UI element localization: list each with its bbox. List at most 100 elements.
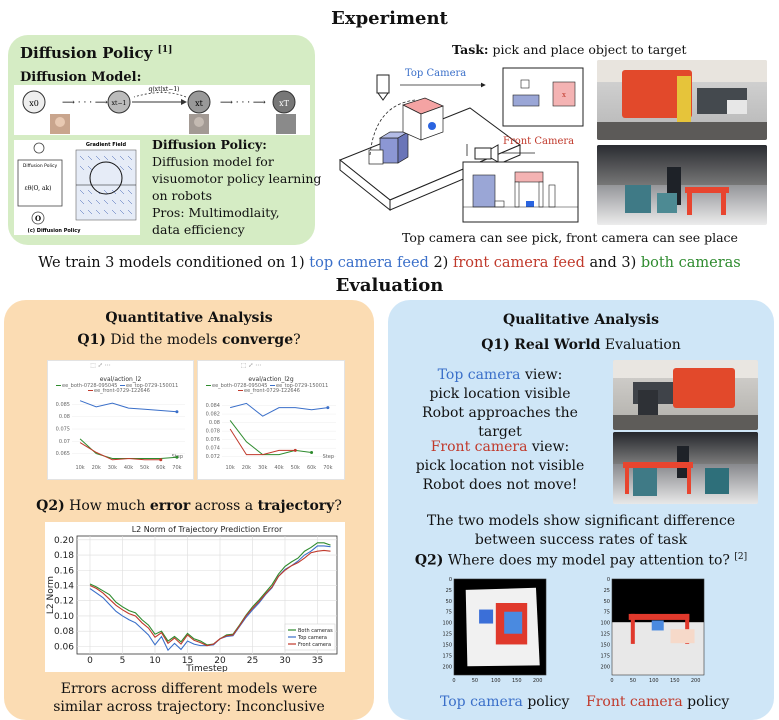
l2g-chart-ytick-4: 0.08 [209,420,220,426]
front-camera-icon [474,144,499,163]
mini-gradient-title: Gradient Field [86,142,127,148]
att-top-ytick-3: 75 [446,610,452,616]
l2-chart-series-2-endpoint [159,458,163,462]
l2g-chart-xtick-0: 10k [226,465,235,471]
qual-front-colored: Front camera [430,439,528,455]
qual-front-photo [613,432,758,504]
qual-front-line2: pick location not visible [415,458,585,474]
l2g-chart-ytick-2: 0.076 [206,437,220,443]
traj-xtick-2: 10 [149,656,161,666]
l2g-chart-toolbar-icons[interactable]: ⬚ ⤢ ⋯ [241,362,262,369]
chain-arrow-q-back [133,92,187,98]
att-front-xtick-1: 50 [630,678,636,684]
quant-q2-text3: ? [334,498,342,514]
att-front-ytick-7: 175 [600,653,610,659]
trajectory-chart-svg: L2 Norm of Trajectory Prediction Error 0.… [46,525,338,674]
top-camera-icon [376,74,390,101]
quant-q2-text1: How much [64,498,150,514]
qual-q1-text: Evaluation [600,337,681,353]
l2g-chart-ytick-1: 0.074 [206,446,220,452]
att-front-attention-region [651,620,664,631]
diffusion-policy-ref: [1] [157,45,173,55]
l2g-chart-ytick-5: 0.082 [206,412,220,418]
qual-q1-prefix: Q1) [481,337,510,353]
att-front-xtick-4: 200 [691,678,701,684]
quant-q2-bold2: trajectory [257,498,335,514]
traj-ytick-7: 0.20 [54,536,74,546]
chart-l2g-svg: eval/action_l2g⬚ ⤢ ⋯ee_both-0728-095045 e… [206,362,336,471]
att-top-ytick-4: 100 [442,621,452,627]
diffusion-model-label: Diffusion Model: [20,70,142,85]
diffusion-policy-description: Diffusion Policy: Diffusion model for vi… [152,136,321,238]
l2-chart-toolbar-icons[interactable]: ⬚ ⤢ ⋯ [90,362,111,369]
l2g-chart-series-1 [230,402,328,417]
att-top-xtick-4: 200 [533,678,543,684]
qual-diff-line2: between success rates of task [474,532,688,548]
l2-chart-xtick-3: 40k [124,465,133,471]
traj-legend-label-0: Both cameras [298,628,333,634]
qual-q2-prefix: Q2) [414,552,444,569]
att-front-ytick-8: 200 [600,664,610,670]
att-front-ytick-2: 50 [604,599,610,605]
top-policy-rest: policy [522,694,570,710]
traj-series-2 [89,549,331,647]
att-top-ytick-2: 50 [446,599,452,605]
att-top-xtick-2: 100 [491,678,501,684]
quant-q2-text2: across a [190,498,258,514]
quant-q1: Q1) Did the models converge? [4,332,374,348]
att-front-table-leg-right [685,613,690,644]
traj-xtick-6: 30 [279,656,291,666]
l2g-chart-title: eval/action_l2g [248,376,294,383]
l2-chart-ytick-2: 0.075 [56,427,70,433]
chain-dots-1: ⟶ · · · ⟶ [62,98,108,108]
traj-title: L2 Norm of Trajectory Prediction Error [132,525,283,534]
quant-heading: Quantitative Analysis [105,310,273,326]
traj-ytick-6: 0.18 [54,551,74,561]
mini-policy-label: Diffusion Policy [23,163,58,169]
qual-top-block: Top camera view: pick location visible R… [400,366,600,442]
chain-x0-label: x0 [29,99,39,108]
traj-ytick-4: 0.14 [54,581,74,591]
att-front-ytick-6: 150 [600,642,610,648]
chain-node-xT: xT [272,90,296,114]
diffusion-policy-mini-diagram: Diffusion Policy εθ(O, ak) O Gradient Fi… [14,140,140,235]
att-top-frame [453,578,547,676]
train-front: front camera feed [452,255,585,271]
l2-chart-xtick-1: 20k [92,465,101,471]
att-top-ytick-1: 25 [446,588,452,594]
att-front-ytick-1: 25 [604,588,610,594]
l2g-chart-series-2 [229,428,296,456]
l2g-chart-legend-label-2: ee_front-0729-122646 [244,388,300,394]
experiment-caption: Top camera can see pick, front camera ca… [402,230,738,245]
l2-chart-series-0 [79,438,177,460]
l2g-chart-ytick-3: 0.078 [206,429,220,435]
quant-conclusion: Errors across different models were simi… [4,680,374,716]
l2g-chart-series-0-endpoint [310,450,314,454]
front-policy-rest: policy [682,694,730,710]
top-camera-label: Top Camera [405,68,466,79]
l2-chart-legend-label-0: ee_both-0728-095045 [62,383,117,389]
traj-xtick-4: 20 [214,656,226,666]
att-top-ytick-5: 125 [442,632,452,638]
att-front-table-leg-left [630,613,635,644]
policy-line2: visuomotor policy learning [152,171,322,186]
face-image-noise [276,114,296,134]
att-top-xtick-3: 150 [512,678,522,684]
traj-xtick-7: 35 [312,656,323,666]
traj-ytick-3: 0.12 [54,597,74,607]
top-policy-colored: Top camera [440,694,523,710]
att-front-reflection-region [670,629,695,644]
l2-chart-ytick-0: 0.065 [56,451,70,457]
qual-top-photo [613,360,758,430]
quant-q1-bold: converge [221,332,294,348]
chain-xt-label: xt [195,99,204,108]
l2g-chart-series-2-endpoint [293,448,297,452]
att-front-xtick-3: 150 [670,678,680,684]
quant-q1-text2: ? [293,332,301,348]
svg-text:x: x [562,91,566,99]
att-top-attention-region [504,611,523,634]
quant-q2: Q2) How much error across a trajectory? [4,498,374,514]
traj-xtick-1: 5 [120,656,126,666]
qual-diff: The two models show significant differen… [388,512,774,550]
attention-map-top: 0 50 100 150 200 0 25 50 75 100 125 150 175 200 [442,577,547,684]
